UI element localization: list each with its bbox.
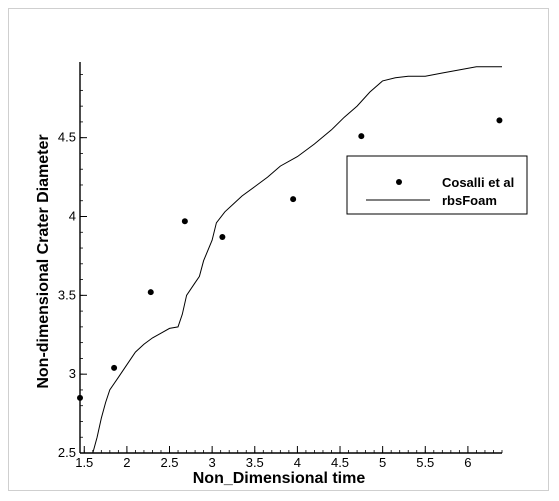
x-tick-label: 4: [294, 455, 301, 470]
x-tick-label: 5: [379, 455, 386, 470]
legend-marker-cosalli: [396, 179, 402, 185]
x-tick-label: 6: [464, 455, 471, 470]
x-tick-label: 2.5: [160, 455, 178, 470]
y-tick-labels: 2.5 3 3.5 4 4.5: [58, 130, 76, 460]
x-axis-title: Non_Dimensional time: [193, 470, 366, 487]
x-ticks: [83, 446, 503, 453]
y-tick-label: 4: [69, 209, 76, 224]
x-tick-label: 3: [209, 455, 216, 470]
data-point-cosalli: [290, 196, 297, 203]
x-tick-label: 1.5: [75, 455, 93, 470]
chart-frame: [8, 8, 549, 491]
y-ticks: [80, 74, 87, 454]
x-tick-labels: 1.5 2 2.5 3 3.5 4 4.5 5 5.5 6: [75, 455, 471, 470]
x-tick-label: 2: [123, 455, 130, 470]
x-tick-label: 3.5: [246, 455, 264, 470]
series-line-rbsfoam: [92, 66, 502, 454]
data-point-cosalli: [77, 394, 83, 401]
legend-box: [346, 155, 528, 215]
y-tick-label: 4.5: [58, 130, 76, 145]
plot-series: [77, 66, 503, 454]
y-axis-title: Non-dimensional Crater Diameter: [35, 134, 52, 388]
x-tick-label: 4.5: [331, 455, 349, 470]
legend-label-rbsfoam: rbsFoam: [442, 193, 497, 208]
x-tick-label: 5.5: [416, 455, 434, 470]
data-point-cosalli: [496, 117, 503, 124]
y-tick-label: 3.5: [58, 287, 76, 302]
data-point-cosalli: [219, 234, 226, 241]
legend: Cosalli et al rbsFoam: [346, 155, 528, 215]
data-point-cosalli: [181, 218, 188, 225]
data-point-cosalli: [358, 133, 365, 140]
y-tick-label: 2.5: [58, 445, 76, 460]
axes: [79, 62, 502, 454]
data-point-cosalli: [111, 364, 118, 371]
y-tick-label: 3: [69, 366, 76, 381]
legend-label-cosalli: Cosalli et al: [442, 175, 514, 190]
data-point-cosalli: [147, 289, 154, 296]
